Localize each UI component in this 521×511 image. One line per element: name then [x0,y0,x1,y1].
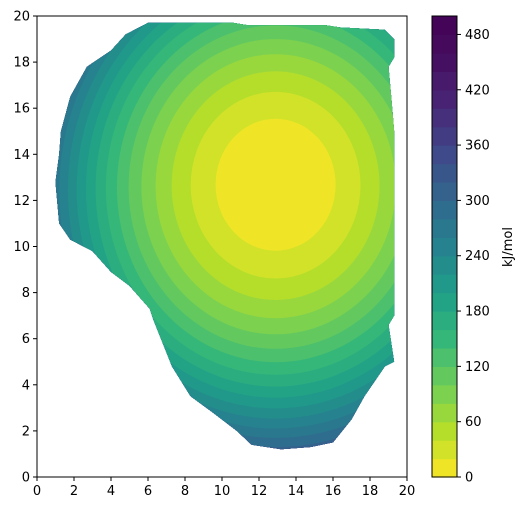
colorbar-segment [432,181,457,201]
colorbar-segment [432,145,457,165]
y-tick-label: 10 [13,240,30,255]
colorbar-segment [432,126,457,146]
colorbar-tick-label: 480 [465,28,490,43]
colorbar-segment [432,89,457,109]
y-tick-label: 18 [13,56,30,71]
colorbar-segment [432,440,457,460]
colorbar-segment [432,200,457,220]
colorbar-segment [432,274,457,294]
y-tick-label: 12 [13,194,30,209]
x-tick-label: 0 [33,484,41,499]
colorbar-segment [432,366,457,386]
colorbar-segment [432,52,457,72]
colorbar-tick-label: 360 [465,139,490,154]
colorbar-segment [432,421,457,441]
y-tick-label: 4 [22,378,30,393]
colorbar-segment [432,163,457,183]
colorbar-segment [432,255,457,275]
colorbar-segment [432,34,457,54]
x-axis: 0 2 4 6 8 10 12 14 16 18 20 [33,477,415,499]
colorbar-segment [432,237,457,257]
y-tick-label: 16 [13,102,30,117]
contour-band-0 [215,118,336,251]
colorbar-segment [432,403,457,423]
x-tick-label: 16 [325,484,342,499]
x-tick-label: 12 [251,484,268,499]
colorbar-segment [432,292,457,312]
x-tick-label: 4 [107,484,115,499]
colorbar-tick-label: 240 [465,249,490,264]
colorbar-tick-label: 420 [465,83,490,98]
y-axis: 0 2 4 6 8 10 12 14 16 18 20 [13,10,37,486]
x-tick-label: 10 [214,484,231,499]
y-tick-label: 20 [13,10,30,25]
colorbar-segment [432,16,457,36]
colorbar-segment [432,347,457,367]
colorbar-tick-label: 180 [465,305,490,320]
colorbar-segment [432,108,457,128]
x-tick-label: 2 [70,484,78,499]
y-tick-label: 6 [22,332,30,347]
colorbar-segment [432,311,457,331]
colorbar-tick-label: 300 [465,194,490,209]
x-tick-label: 8 [181,484,189,499]
x-tick-label: 18 [362,484,379,499]
colorbar-tick-label: 60 [465,415,482,430]
colorbar-segment [432,384,457,404]
colorbar-segment [432,458,457,478]
x-tick-label: 14 [288,484,305,499]
x-tick-label: 20 [399,484,416,499]
x-tick-label: 6 [144,484,152,499]
colorbar-ticks: 0 60 120 180 240 300 360 420 480 [457,28,490,486]
colorbar-label: kJ/mol [501,227,516,267]
colorbar-tick-label: 0 [465,471,473,486]
y-tick-label: 8 [22,286,30,301]
colorbar-segment [432,329,457,349]
colorbar-frame [431,15,458,478]
colorbar-tick-label: 120 [465,360,490,375]
colorbar-segments [432,16,457,478]
colorbar-segment [432,71,457,91]
colorbar: 0 60 120 180 240 300 360 420 480 kJ/mol [431,15,516,486]
y-tick-label: 0 [22,471,30,486]
y-tick-label: 14 [13,148,30,163]
y-tick-label: 2 [22,424,30,439]
colorbar-segment [432,218,457,238]
